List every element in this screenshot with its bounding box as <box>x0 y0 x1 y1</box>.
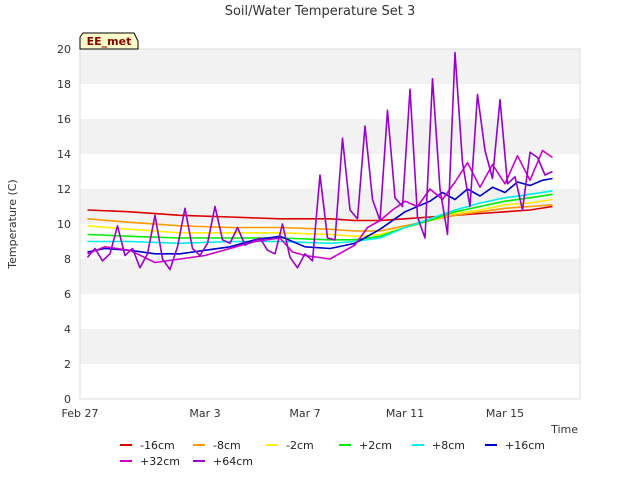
y-tick-label: 18 <box>57 78 71 91</box>
legend-item: +8cm <box>412 439 465 452</box>
badge-frame <box>79 32 139 50</box>
legend-item: +16cm <box>485 439 545 452</box>
x-axis: Feb 27 Mar 3 Mar 7 Mar 11 Mar 15 <box>62 407 525 420</box>
y-tick-label: 2 <box>64 358 71 371</box>
ee-met-badge: EE_met <box>79 32 139 50</box>
legend-label: +8cm <box>432 439 465 452</box>
grid-band <box>80 294 580 329</box>
legend-label: +16cm <box>505 439 545 452</box>
y-tick-label: 10 <box>57 218 71 231</box>
series-lines <box>86 51 553 271</box>
legend-item: -8cm <box>193 439 241 452</box>
badge-text: EE_met <box>87 35 132 48</box>
y-tick-label: 16 <box>57 113 71 126</box>
y-axis: 0 2 4 6 8 10 12 14 16 18 20 <box>57 43 71 406</box>
x-tick-label: Mar 11 <box>386 407 424 420</box>
y-tick-label: 8 <box>64 253 71 266</box>
legend-label: +64cm <box>213 455 253 468</box>
legend-item: +64cm <box>193 455 253 468</box>
legend: -16cm -8cm -2cm +2cm +8cm +16cm +32cm +64cm <box>120 439 545 468</box>
x-tick-label: Feb 27 <box>62 407 99 420</box>
grid-band <box>80 49 580 84</box>
y-tick-label: 4 <box>64 323 71 336</box>
series-line <box>87 177 553 255</box>
series-line <box>86 51 553 271</box>
series-line <box>87 193 553 241</box>
y-tick-label: 12 <box>57 183 71 196</box>
x-tick-label: Mar 15 <box>486 407 524 420</box>
legend-item: -16cm <box>120 439 175 452</box>
grid-bands <box>80 49 580 399</box>
legend-label: +2cm <box>359 439 392 452</box>
legend-label: -16cm <box>140 439 175 452</box>
chart-title: Soil/Water Temperature Set 3 <box>225 4 416 19</box>
grid-band <box>80 84 580 119</box>
legend-label: -8cm <box>213 439 241 452</box>
legend-label: -2cm <box>286 439 314 452</box>
x-tick-label: Mar 7 <box>289 407 320 420</box>
series-line <box>87 198 553 238</box>
y-tick-label: 0 <box>64 393 71 406</box>
y-tick-label: 14 <box>57 148 71 161</box>
y-tick-label: 6 <box>64 288 71 301</box>
grid-band <box>80 259 580 294</box>
grid-band <box>80 329 580 364</box>
y-axis-label: Temperature (C) <box>6 179 19 269</box>
legend-item: -2cm <box>266 439 314 452</box>
series-line <box>87 190 553 245</box>
x-tick-label: Mar 3 <box>189 407 220 420</box>
series-line <box>87 204 553 232</box>
legend-item: +32cm <box>120 455 180 468</box>
legend-label: +32cm <box>140 455 180 468</box>
grid-band <box>80 364 580 399</box>
plot-frame <box>79 48 581 400</box>
x-axis-label: Time <box>550 423 578 436</box>
legend-item: +2cm <box>339 439 392 452</box>
y-tick-label: 20 <box>57 43 71 56</box>
